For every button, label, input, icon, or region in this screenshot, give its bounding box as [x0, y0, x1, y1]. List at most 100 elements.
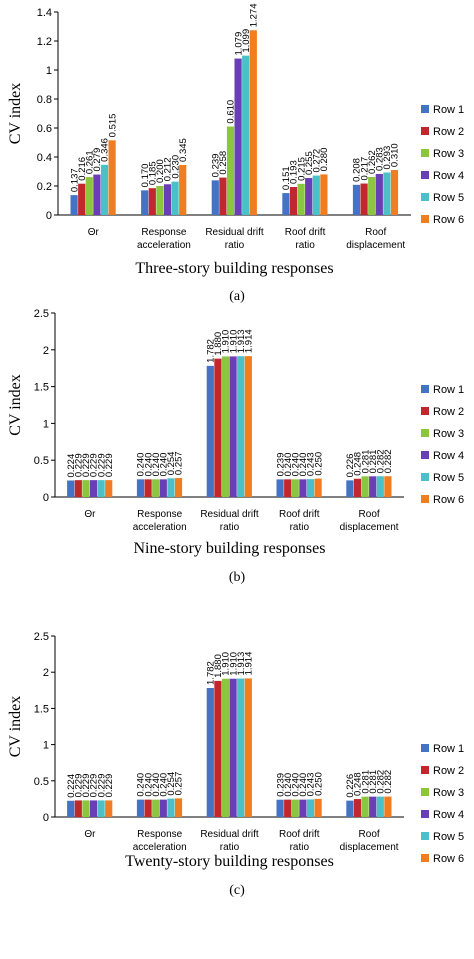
data-label: 0.240 [159, 453, 170, 477]
bar-row-4 [375, 173, 383, 215]
legend-entry: Row 1 [433, 104, 464, 116]
bar-row-4 [89, 480, 98, 497]
data-label: 0.346 [100, 138, 111, 162]
legend-entry: Row 6 [433, 494, 464, 506]
bar-row-2 [74, 800, 82, 817]
data-label: 1.079 [233, 32, 244, 56]
category-label: displacement [340, 842, 399, 853]
bar-row-3 [291, 799, 299, 817]
bar-row-5 [376, 476, 384, 497]
data-label: 0.151 [281, 166, 292, 190]
category-label: Roof drift [285, 227, 326, 238]
bar-row-5 [100, 164, 109, 215]
y-tick-label: 1.4 [37, 7, 52, 19]
category-label: Θr [84, 829, 96, 840]
x-axis-label: Twenty-story building responses [125, 853, 334, 870]
bar-row-4 [369, 796, 377, 817]
category-label: Roof [365, 227, 386, 238]
y-tick-label: 1.5 [34, 382, 49, 394]
data-label: 0.282 [376, 770, 387, 794]
data-label: 1.880 [213, 332, 224, 356]
category-label: Response [137, 829, 182, 840]
bar-row-2 [284, 799, 292, 817]
data-label: 1.910 [228, 652, 239, 676]
data-label: 0.240 [143, 773, 154, 797]
data-label: 0.239 [211, 154, 222, 178]
legend-entry: Row 1 [433, 384, 464, 396]
category-label: Residual drift [200, 509, 259, 520]
bar-row-1 [346, 800, 354, 817]
data-label: 0.254 [166, 452, 177, 476]
category-label: Θr [84, 509, 96, 520]
data-label: 0.310 [390, 143, 401, 167]
panel-caption: (c) [229, 883, 245, 898]
data-label: 0.229 [104, 453, 115, 477]
bar-row-6 [105, 800, 113, 817]
bar-row-2 [289, 187, 298, 215]
bar-row-1 [282, 193, 290, 215]
legend-entry: Row 6 [433, 853, 464, 865]
data-label: 1.913 [236, 329, 247, 353]
data-label: 0.226 [345, 454, 356, 478]
data-label: 0.240 [136, 773, 147, 797]
legend-entry: Row 2 [433, 765, 464, 777]
bar-row-3 [152, 479, 160, 497]
data-label: 0.224 [66, 454, 77, 478]
panel-caption: (b) [229, 570, 246, 585]
data-label: 0.229 [81, 453, 92, 477]
bar-row-6 [244, 356, 252, 497]
legend-swatch [421, 105, 429, 113]
y-tick-label: 0 [43, 492, 49, 504]
y-tick-label: 2.5 [34, 631, 49, 643]
y-tick-label: 1.5 [34, 703, 49, 715]
bar-row-6 [384, 796, 392, 817]
legend-swatch [421, 215, 429, 223]
bar-row-2 [148, 188, 156, 215]
bar-row-4 [305, 178, 313, 215]
bar-row-3 [368, 177, 376, 215]
y-tick-label: 0.2 [37, 181, 52, 193]
data-label: 0.243 [306, 452, 317, 476]
legend-swatch [421, 744, 429, 752]
y-tick-label: 1 [46, 65, 52, 77]
category-label: Response [137, 509, 182, 520]
bar-row-1 [70, 195, 78, 215]
data-label: 0.137 [69, 168, 80, 192]
x-axis-label: Nine-story building responses [134, 540, 326, 557]
bar-row-3 [297, 183, 305, 215]
y-axis-label: CV index [7, 374, 24, 435]
category-label: Response [141, 227, 186, 238]
data-label: 0.240 [151, 773, 162, 797]
data-label: 1.782 [206, 339, 217, 363]
bar-row-3 [82, 800, 90, 817]
bar-row-3 [85, 177, 93, 215]
bar-row-2 [74, 480, 82, 497]
legend-swatch [421, 149, 429, 157]
data-label: 0.212 [163, 157, 174, 181]
data-label: 0.200 [155, 159, 166, 183]
data-label: 0.226 [345, 774, 356, 798]
y-tick-label: 0 [46, 210, 52, 222]
category-label: Residual drift [200, 829, 259, 840]
bar-row-2 [144, 479, 152, 497]
y-tick-label: 1 [43, 418, 49, 430]
data-label: 0.240 [159, 773, 170, 797]
bar-row-5 [167, 478, 175, 497]
bar-row-3 [152, 799, 160, 817]
x-axis-label: Three-story building responses [135, 260, 333, 277]
bar-row-5 [97, 480, 105, 497]
data-label: 0.261 [85, 150, 96, 174]
data-label: 0.217 [359, 157, 370, 181]
bar-row-5 [306, 479, 315, 497]
panel-caption: (a) [229, 289, 245, 304]
bar-row-5 [306, 799, 315, 817]
category-label: Roof drift [279, 509, 320, 520]
bar-row-4 [93, 174, 101, 215]
data-label: 1.910 [221, 330, 232, 354]
data-label: 0.250 [313, 452, 324, 476]
data-label: 0.240 [151, 453, 162, 477]
legend-entry: Row 4 [433, 809, 464, 821]
legend-entry: Row 6 [433, 214, 464, 226]
y-tick-label: 0 [43, 812, 49, 824]
legend-swatch [421, 171, 429, 179]
